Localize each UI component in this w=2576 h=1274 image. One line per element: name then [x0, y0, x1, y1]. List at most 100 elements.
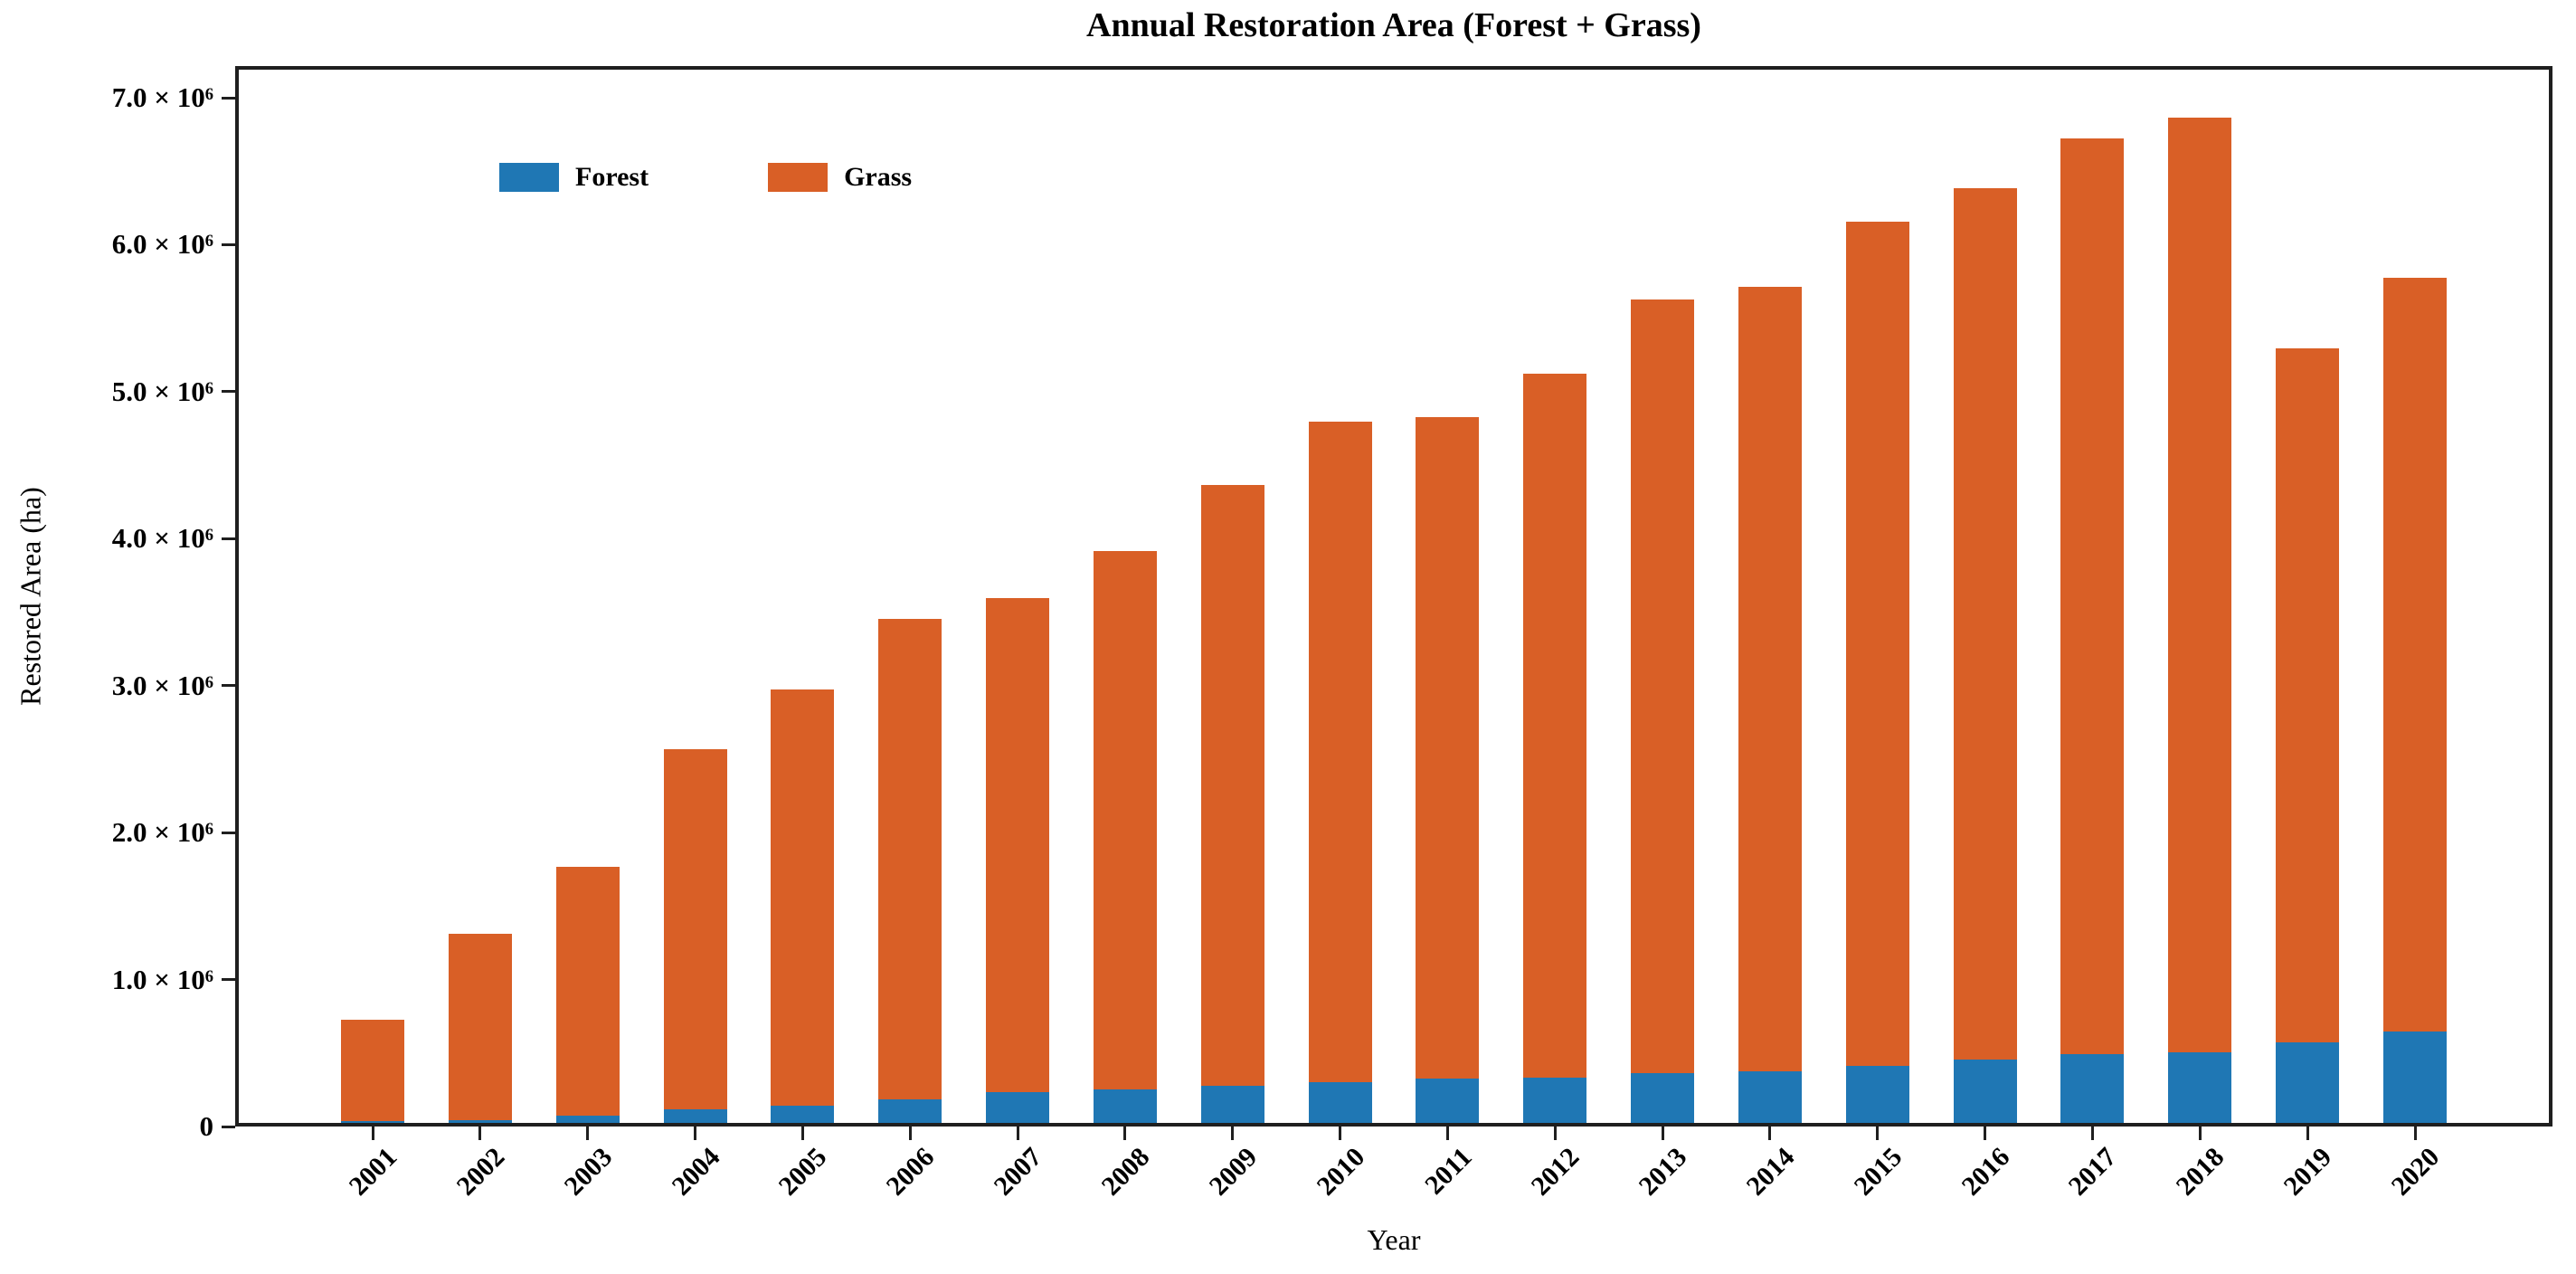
bar-segment-grass-2017 — [2060, 138, 2125, 1054]
y-tick-label-7: 7.0 × 10⁶ — [111, 81, 213, 113]
x-tick-2001 — [371, 1127, 374, 1140]
y-tick-5 — [222, 390, 235, 394]
legend-swatch-grass — [768, 163, 829, 192]
x-tick-label-2013: 2013 — [1633, 1142, 1693, 1202]
y-tick-label-4: 4.0 × 10⁶ — [111, 522, 213, 555]
x-tick-label-2019: 2019 — [2278, 1142, 2338, 1202]
x-axis-label: Year — [1367, 1223, 1421, 1256]
x-tick-2006 — [908, 1127, 912, 1140]
bar-segment-grass-2014 — [1738, 286, 1802, 1072]
bar-segment-grass-2018 — [2168, 117, 2232, 1052]
bar-segment-forest-2017 — [2060, 1053, 2125, 1123]
x-tick-2017 — [2090, 1127, 2094, 1140]
x-tick-2020 — [2413, 1127, 2417, 1140]
x-tick-label-2009: 2009 — [1203, 1142, 1264, 1202]
y-tick-4 — [222, 537, 235, 540]
bar-segment-grass-2001 — [341, 1020, 404, 1122]
chart-title: Annual Restoration Area (Forest + Grass) — [1086, 6, 1701, 44]
bar-segment-forest-2007 — [986, 1091, 1049, 1123]
x-tick-2016 — [1984, 1127, 1987, 1140]
y-tick-label-5: 5.0 × 10⁶ — [111, 375, 213, 407]
bar-segment-forest-2005 — [771, 1105, 835, 1123]
x-tick-2011 — [1445, 1127, 1449, 1140]
bar-segment-grass-2005 — [771, 689, 835, 1106]
legend-label-grass: Grass — [844, 162, 913, 192]
x-tick-2008 — [1123, 1127, 1127, 1140]
bar-segment-forest-2013 — [1631, 1072, 1695, 1123]
bar-segment-forest-2001 — [341, 1121, 404, 1123]
x-tick-label-2001: 2001 — [343, 1142, 403, 1202]
bar-segment-forest-2012 — [1523, 1077, 1587, 1123]
bar-segment-forest-2010 — [1308, 1081, 1372, 1123]
x-tick-2015 — [1876, 1127, 1880, 1140]
x-tick-label-2014: 2014 — [1740, 1142, 1801, 1202]
y-tick-label-3: 3.0 × 10⁶ — [111, 669, 213, 701]
bar-segment-forest-2014 — [1738, 1071, 1802, 1123]
x-tick-label-2002: 2002 — [450, 1142, 511, 1202]
bar-segment-forest-2006 — [878, 1099, 942, 1123]
x-tick-2014 — [1768, 1127, 1772, 1140]
y-tick-7 — [222, 96, 235, 100]
bar-segment-grass-2002 — [448, 933, 512, 1120]
x-tick-label-2011: 2011 — [1419, 1142, 1478, 1201]
bar-segment-grass-2013 — [1631, 299, 1695, 1073]
x-tick-2010 — [1339, 1127, 1342, 1140]
legend: Forest Grass — [499, 162, 912, 193]
bar-segment-forest-2003 — [555, 1115, 620, 1123]
bar-segment-forest-2011 — [1416, 1079, 1480, 1123]
bar-segment-grass-2011 — [1416, 417, 1480, 1079]
bar-segment-grass-2010 — [1308, 422, 1372, 1082]
x-tick-label-2008: 2008 — [1095, 1142, 1156, 1202]
x-tick-2002 — [478, 1127, 482, 1140]
x-tick-2004 — [694, 1127, 696, 1140]
x-tick-label-2016: 2016 — [1956, 1142, 2015, 1202]
x-tick-2018 — [2198, 1127, 2202, 1140]
x-tick-label-2012: 2012 — [1525, 1142, 1586, 1202]
y-tick-label-1: 1.0 × 10⁶ — [111, 963, 213, 995]
bar-segment-forest-2019 — [2276, 1041, 2340, 1123]
bar-segment-grass-2020 — [2383, 278, 2447, 1032]
y-tick-1 — [222, 978, 235, 982]
bar-segment-forest-2016 — [1953, 1060, 2017, 1123]
x-tick-label-2018: 2018 — [2170, 1142, 2230, 1202]
x-tick-label-2015: 2015 — [1848, 1142, 1908, 1202]
bar-segment-grass-2004 — [663, 749, 727, 1110]
x-tick-2005 — [800, 1127, 804, 1140]
x-tick-label-2003: 2003 — [558, 1142, 619, 1202]
x-tick-label-2006: 2006 — [880, 1142, 941, 1202]
legend-swatch-forest — [499, 163, 559, 192]
bar-segment-grass-2003 — [555, 867, 620, 1116]
x-tick-2009 — [1231, 1127, 1235, 1140]
y-tick-0 — [222, 1125, 235, 1128]
x-tick-label-2004: 2004 — [666, 1142, 725, 1202]
bar-segment-grass-2015 — [1845, 222, 1909, 1066]
bar-segment-forest-2002 — [448, 1119, 512, 1123]
bar-segment-grass-2016 — [1953, 188, 2017, 1060]
bar-segment-forest-2015 — [1845, 1065, 1909, 1123]
x-tick-2007 — [1016, 1127, 1019, 1140]
y-tick-6 — [222, 242, 235, 246]
bar-segment-grass-2008 — [1093, 551, 1157, 1089]
y-tick-3 — [222, 684, 235, 688]
bar-segment-grass-2012 — [1523, 373, 1587, 1078]
bar-segment-grass-2009 — [1200, 485, 1264, 1087]
x-tick-label-2005: 2005 — [772, 1142, 833, 1202]
legend-label-forest: Forest — [575, 162, 649, 192]
bar-segment-grass-2007 — [986, 598, 1049, 1092]
bar-segment-forest-2018 — [2168, 1052, 2232, 1123]
y-tick-label-0: 0 — [199, 1110, 214, 1142]
bar-segment-forest-2004 — [663, 1109, 727, 1123]
y-tick-label-2: 2.0 × 10⁶ — [111, 816, 213, 849]
x-tick-2012 — [1553, 1127, 1557, 1140]
x-tick-label-2020: 2020 — [2385, 1142, 2446, 1202]
bar-segment-forest-2009 — [1200, 1086, 1264, 1123]
y-tick-2 — [222, 831, 235, 834]
bar-segment-forest-2020 — [2383, 1032, 2447, 1123]
bar-segment-grass-2006 — [878, 618, 942, 1099]
plot-area: Forest Grass — [235, 66, 2552, 1127]
bar-segment-forest-2008 — [1093, 1089, 1157, 1123]
x-tick-label-2007: 2007 — [988, 1142, 1048, 1202]
x-tick-2013 — [1661, 1127, 1664, 1140]
x-tick-label-2010: 2010 — [1311, 1142, 1370, 1202]
